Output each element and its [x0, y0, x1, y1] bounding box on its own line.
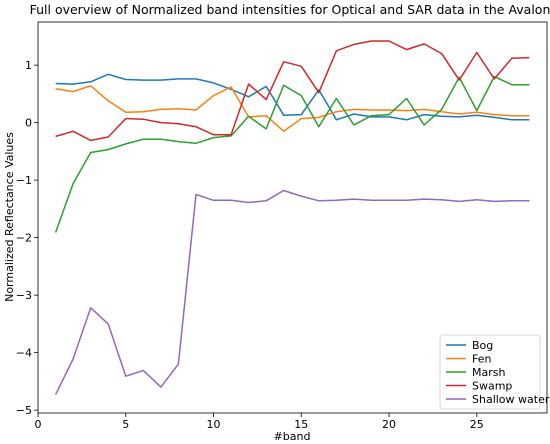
- y-tick-label: 0: [25, 117, 32, 130]
- legend-label-marsh: Marsh: [472, 366, 505, 379]
- series-line-shallow-water: [54, 189, 530, 395]
- x-tick-label: 15: [294, 418, 308, 431]
- series-line-bog: [55, 73, 530, 121]
- x-tick-label: 5: [122, 418, 129, 431]
- y-tick-label: −4: [16, 347, 32, 360]
- legend-label-fen: Fen: [472, 353, 491, 366]
- plot-frame: [37, 21, 548, 414]
- x-tick-label: 10: [207, 418, 221, 431]
- x-axis: 0 5 10 15 20 25: [35, 413, 484, 431]
- series-line-fen: [55, 85, 530, 133]
- x-axis-label: #band: [274, 430, 311, 443]
- plot-area: [37, 21, 548, 414]
- x-tick-label: 0: [35, 418, 42, 431]
- x-tick-label: 20: [382, 418, 396, 431]
- series-line-swamp: [55, 40, 530, 142]
- y-axis-label: Normalized Reflectance Values: [3, 132, 16, 302]
- y-tick-label: −1: [16, 174, 32, 187]
- y-tick-label: 1: [25, 59, 32, 72]
- chart-title: Full overview of Normalized band intensi…: [30, 2, 550, 17]
- y-tick-label: −3: [16, 289, 32, 302]
- y-tick-label: −2: [16, 232, 32, 245]
- x-tick-label: 25: [470, 418, 484, 431]
- legend-label-bog: Bog: [472, 339, 493, 352]
- legend-label-swamp: Swamp: [472, 380, 512, 393]
- y-axis: −5 −4 −3 −2 −1 0 1: [16, 59, 38, 417]
- y-tick-label: −5: [16, 404, 32, 417]
- series-lines: [54, 40, 530, 395]
- series-line-marsh: [54, 75, 530, 233]
- legend-label-shallow-water: Shallow water: [472, 393, 550, 406]
- legend-frame: [439, 334, 541, 410]
